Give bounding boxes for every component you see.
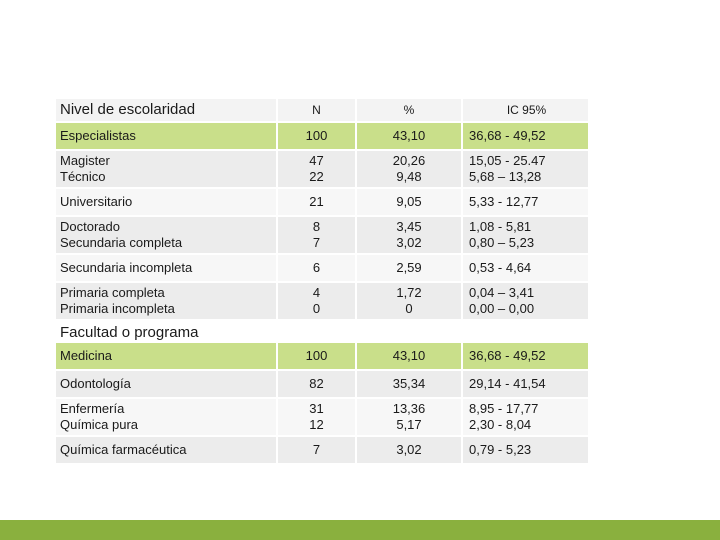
row-ci: 0,79 - 5,23	[461, 436, 588, 465]
row-pct: 35,34	[355, 370, 462, 399]
row-pct-line: 13,36	[392, 401, 426, 416]
row-label-line: Primaria incompleta	[60, 301, 175, 316]
row-ci: 8,95 - 17,77 2,30 - 8,04	[461, 398, 588, 437]
row-ci-line: 2,30 - 8,04	[469, 417, 532, 432]
row-ci-line: 0,80 – 5,23	[469, 235, 535, 250]
row-ci: 29,14 - 41,54	[461, 370, 588, 399]
row-n: 100	[276, 342, 356, 371]
table-row: Magister Técnico 47 22 20,26 9,48 15,05 - 2…	[56, 150, 588, 189]
row-ci-line: 15,05 - 25.47	[469, 153, 546, 168]
row-ci-line: 8,95 - 17,77	[469, 401, 539, 416]
row-label-line: Enfermería	[60, 401, 125, 416]
row-ci-line: 1,08 - 5,81	[469, 219, 532, 234]
table-header-row: Nivel de escolaridad N % IC 95%	[56, 99, 588, 123]
header-level: Nivel de escolaridad	[56, 99, 277, 123]
row-n-line: 0	[312, 301, 321, 316]
section-header-row: Facultad o programa	[56, 320, 588, 343]
row-pct-line: 0	[405, 301, 413, 316]
row-pct: 3,02	[355, 436, 462, 465]
row-label-line: Magister	[60, 153, 110, 168]
row-n: 6	[276, 254, 356, 283]
row-label-line: Química pura	[60, 417, 139, 432]
row-label: Medicina	[56, 342, 277, 371]
row-pct-line: 9,48	[396, 169, 422, 184]
row-n-line: 47	[309, 153, 324, 168]
row-n-line: 12	[309, 417, 324, 432]
row-ci: 5,33 - 12,77	[461, 188, 588, 217]
row-pct-line: 3,02	[396, 235, 422, 250]
table-row: Secundaria incompleta 6 2,59 0,53 - 4,64	[56, 254, 588, 283]
row-pct: 3,45 3,02	[355, 216, 462, 255]
row-pct: 20,26 9,48	[355, 150, 462, 189]
table-row: Odontología 82 35,34 29,14 - 41,54	[56, 370, 588, 399]
row-label: Secundaria incompleta	[56, 254, 277, 283]
footer-accent-bar	[0, 520, 720, 540]
row-pct-line: 20,26	[392, 153, 426, 168]
row-ci-line: 0,04 – 3,41	[469, 285, 535, 300]
row-n: 100	[276, 122, 356, 151]
row-ci-line: 5,68 – 13,28	[469, 169, 542, 184]
row-ci: 36,68 - 49,52	[461, 122, 588, 151]
row-label-line: Secundaria completa	[60, 235, 183, 250]
row-ci: 1,08 - 5,81 0,80 – 5,23	[461, 216, 588, 255]
table-row: Universitario 21 9,05 5,33 - 12,77	[56, 188, 588, 217]
row-label: Universitario	[56, 188, 277, 217]
row-label: Química farmacéutica	[56, 436, 277, 465]
row-ci: 0,53 - 4,64	[461, 254, 588, 283]
table-row: Especialistas 100 43,10 36,68 - 49,52	[56, 122, 588, 151]
row-n: 7	[276, 436, 356, 465]
row-pct-line: 1,72	[396, 285, 422, 300]
row-label: Enfermería Química pura	[56, 398, 277, 437]
row-n-line: 22	[309, 169, 324, 184]
row-pct: 13,36 5,17	[355, 398, 462, 437]
row-label: Odontología	[56, 370, 277, 399]
row-label-line: Doctorado	[60, 219, 120, 234]
row-pct-line: 5,17	[396, 417, 422, 432]
header-pct: %	[355, 99, 462, 123]
row-n: 47 22	[276, 150, 356, 189]
row-pct: 2,59	[355, 254, 462, 283]
row-pct: 1,72 0	[355, 282, 462, 321]
row-label: Doctorado Secundaria completa	[56, 216, 277, 255]
table-row: Enfermería Química pura 31 12 13,36 5,17 8,…	[56, 398, 588, 437]
table-row: Química farmacéutica 7 3,02 0,79 - 5,23	[56, 436, 588, 465]
row-ci-line: 0,00 – 0,00	[469, 301, 535, 316]
row-n: 21	[276, 188, 356, 217]
header-n: N	[276, 99, 356, 123]
row-pct: 43,10	[355, 122, 462, 151]
row-ci: 15,05 - 25.47 5,68 – 13,28	[461, 150, 588, 189]
row-n-line: 31	[309, 401, 324, 416]
row-label-line: Primaria completa	[60, 285, 165, 300]
header-ci: IC 95%	[461, 99, 588, 123]
row-n-line: 4	[312, 285, 321, 300]
section-title: Facultad o programa	[56, 320, 277, 343]
table-row: Medicina 100 43,10 36,68 - 49,52	[56, 342, 588, 371]
row-n: 31 12	[276, 398, 356, 437]
row-ci: 36,68 - 49,52	[461, 342, 588, 371]
row-label: Magister Técnico	[56, 150, 277, 189]
row-label: Primaria completa Primaria incompleta	[56, 282, 277, 321]
row-label-line: Técnico	[60, 169, 106, 184]
row-ci: 0,04 – 3,41 0,00 – 0,00	[461, 282, 588, 321]
row-label: Especialistas	[56, 122, 277, 151]
row-pct: 9,05	[355, 188, 462, 217]
row-n-line: 8	[312, 219, 321, 234]
row-n-line: 7	[312, 235, 321, 250]
data-table: Nivel de escolaridad N % IC 95% Especial…	[56, 99, 588, 465]
row-pct-line: 3,45	[396, 219, 422, 234]
row-pct: 43,10	[355, 342, 462, 371]
row-n: 82	[276, 370, 356, 399]
